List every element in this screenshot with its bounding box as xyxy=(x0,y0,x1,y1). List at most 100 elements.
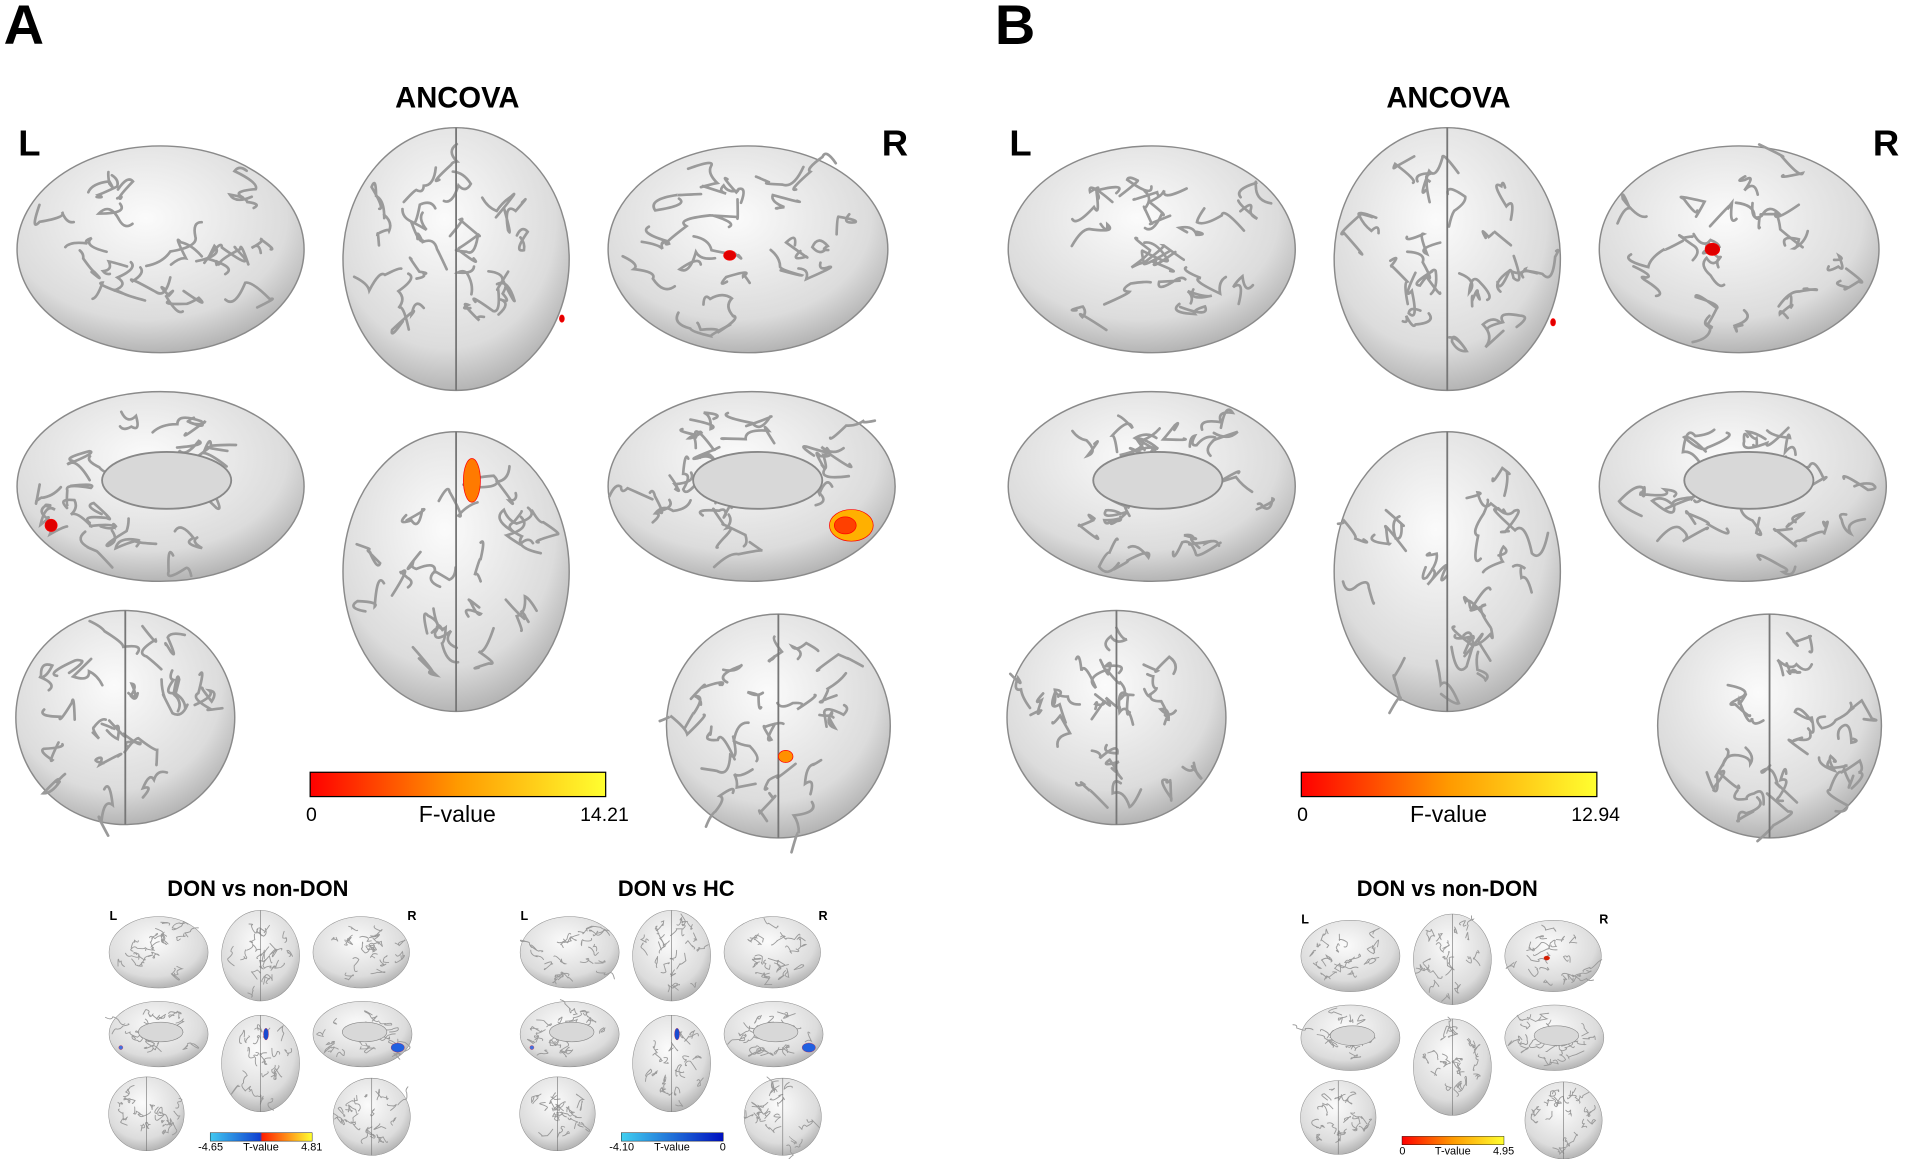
sulcus xyxy=(763,917,779,929)
sulcus xyxy=(786,1144,794,1159)
sulcus xyxy=(1520,1021,1531,1030)
sulcus xyxy=(553,1101,566,1111)
sulcus xyxy=(1326,1122,1337,1135)
sulcus xyxy=(554,1116,560,1122)
sulcus xyxy=(1422,958,1431,971)
sulcus xyxy=(97,785,115,837)
sulcus xyxy=(267,1098,275,1111)
sulcus xyxy=(651,1070,659,1077)
sulcus xyxy=(754,165,805,187)
sulcus xyxy=(370,968,386,975)
colorbar-axis-label: T-value xyxy=(243,1142,279,1154)
sulcus xyxy=(1486,312,1527,331)
sulcus xyxy=(263,975,271,985)
sulcus xyxy=(1348,1052,1362,1060)
sulcus xyxy=(1535,935,1548,940)
sulcus xyxy=(749,934,765,943)
sulcus xyxy=(1744,430,1767,448)
sulcus xyxy=(253,1052,259,1067)
sulcus xyxy=(353,1097,361,1112)
sulcus xyxy=(79,530,114,569)
sulcus xyxy=(798,1121,813,1131)
sulcus xyxy=(1778,294,1794,320)
sulcus xyxy=(562,1131,570,1137)
sulcus xyxy=(1415,964,1430,972)
sulcus xyxy=(796,936,806,942)
sulcus xyxy=(754,1014,762,1024)
sulcus xyxy=(683,694,703,730)
sulcus xyxy=(1188,433,1217,448)
sulcus xyxy=(166,669,187,711)
colorbar xyxy=(1401,1136,1505,1145)
sulcus xyxy=(580,1122,590,1132)
sulcus xyxy=(652,192,703,212)
sulcus xyxy=(1481,230,1513,247)
colorbar-max-label: 14.21 xyxy=(580,804,629,826)
sulcus xyxy=(1681,431,1731,453)
sulcus xyxy=(1097,537,1120,574)
brain-surface xyxy=(312,916,410,989)
sulcus xyxy=(771,1080,779,1093)
sulcus xyxy=(704,787,735,828)
sulcus xyxy=(78,249,101,280)
sulcus xyxy=(529,1026,543,1033)
sulcus xyxy=(566,1105,575,1114)
sulcus xyxy=(1466,1038,1476,1049)
sulcus xyxy=(559,1046,570,1054)
sulcus xyxy=(85,501,112,525)
panel: A ANCOVA L R 0 F-value 14.21 xyxy=(4,0,908,854)
sulcus xyxy=(173,526,203,550)
sulcus xyxy=(1074,781,1109,809)
sulcus xyxy=(1765,429,1797,457)
hemisphere-right-label: R xyxy=(818,909,827,923)
sulcus xyxy=(1782,229,1810,250)
sulcus xyxy=(1171,540,1222,558)
sulcus xyxy=(155,928,166,941)
sulcus xyxy=(1352,1116,1361,1129)
sulcus xyxy=(1348,1014,1354,1024)
sulcus xyxy=(155,1014,166,1020)
sulcus xyxy=(1581,1118,1588,1129)
sulcus xyxy=(1454,1057,1463,1061)
sulcus xyxy=(95,202,134,228)
sulcus xyxy=(738,1025,750,1037)
sulcus xyxy=(124,1097,136,1104)
sulcus xyxy=(346,934,354,946)
sulcus xyxy=(149,1013,167,1021)
hemisphere-left-label: L xyxy=(521,909,529,923)
sulcus xyxy=(382,1035,391,1040)
sulcus xyxy=(1350,1112,1363,1120)
sulcus xyxy=(1734,201,1762,230)
sulcus xyxy=(1568,1090,1581,1104)
sulcus xyxy=(1516,1014,1529,1021)
sulcus xyxy=(184,927,199,938)
sulcus xyxy=(561,1111,572,1118)
sulcus xyxy=(369,934,379,938)
sulcus xyxy=(1562,1137,1570,1147)
sulcus xyxy=(1090,699,1106,721)
sulcus xyxy=(689,681,725,701)
sulcus xyxy=(168,1011,178,1018)
sulcus xyxy=(160,285,185,314)
sulcus xyxy=(1175,225,1204,237)
sulcus xyxy=(822,703,849,728)
sulcus xyxy=(802,445,853,469)
sulcus xyxy=(721,663,743,684)
sulcus xyxy=(515,227,530,252)
sulcus xyxy=(702,293,735,318)
sulcus xyxy=(1146,672,1159,697)
sulcus xyxy=(1325,954,1333,962)
activation-cluster xyxy=(263,1028,269,1041)
corpus-callosum xyxy=(1092,451,1224,510)
sulcus xyxy=(1739,505,1763,537)
sulcus xyxy=(571,1008,579,1016)
sulcus xyxy=(1480,318,1505,349)
sulcus xyxy=(271,948,283,958)
corpus-callosum xyxy=(1533,1025,1580,1046)
sulcus xyxy=(154,1111,165,1121)
sulcus xyxy=(720,425,776,445)
sulcus xyxy=(709,197,740,229)
sulcus xyxy=(551,1104,561,1112)
sulcus xyxy=(757,1102,769,1108)
sulcus xyxy=(565,1106,582,1119)
